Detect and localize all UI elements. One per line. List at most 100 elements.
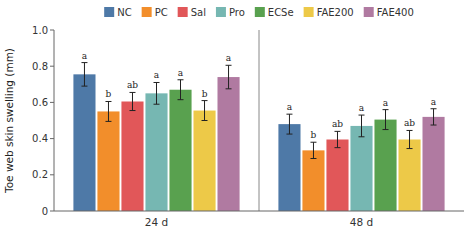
error-cap xyxy=(431,108,437,109)
annotation: ab xyxy=(404,118,415,128)
annotation: a xyxy=(226,53,232,63)
legend-item: PC xyxy=(142,7,168,18)
bar xyxy=(302,150,324,211)
legend-swatch xyxy=(178,7,188,17)
error-bar xyxy=(359,115,365,137)
error-cap xyxy=(334,147,340,148)
error-bar xyxy=(81,63,87,87)
legend-swatch xyxy=(142,7,152,17)
y-tick xyxy=(50,30,54,31)
annotation: a xyxy=(82,51,88,61)
x-tick-label: 24 d xyxy=(145,216,168,228)
annotation: b xyxy=(106,89,112,99)
error-line xyxy=(433,109,434,125)
legend-swatch xyxy=(304,7,314,17)
error-cap xyxy=(105,101,111,102)
annotation: a xyxy=(178,68,184,78)
error-line xyxy=(409,130,410,148)
error-cap xyxy=(81,86,87,87)
y-tick-label: 0.6 xyxy=(32,97,48,108)
error-bar xyxy=(178,80,184,100)
legend-label: FAE200 xyxy=(317,7,354,18)
bar xyxy=(121,101,143,211)
error-cap xyxy=(359,115,365,116)
legend-label: PC xyxy=(155,7,168,18)
error-line xyxy=(108,101,109,121)
error-line xyxy=(204,101,205,121)
error-cap xyxy=(407,148,413,149)
x-tick-label: 48 d xyxy=(350,216,373,228)
y-tick xyxy=(50,211,54,212)
y-tick xyxy=(50,102,54,103)
error-line xyxy=(289,114,290,134)
error-cap xyxy=(310,142,316,143)
bar xyxy=(169,90,191,211)
bar xyxy=(278,124,300,211)
y-axis-label: Toe web skin swelling (mm) xyxy=(3,48,15,194)
bar xyxy=(193,111,215,211)
error-bar xyxy=(407,130,413,148)
annotation: a xyxy=(287,102,293,112)
bar xyxy=(326,140,348,211)
error-bar xyxy=(105,101,111,121)
error-cap xyxy=(286,134,292,135)
legend-label: ECSe xyxy=(268,7,294,18)
annotation: ab xyxy=(332,119,343,129)
error-cap xyxy=(431,125,437,126)
legend-swatch xyxy=(216,7,226,17)
legend-swatch xyxy=(364,7,374,17)
legend-item: ECSe xyxy=(255,7,294,18)
group-separator xyxy=(259,30,260,211)
error-bar xyxy=(202,101,208,121)
error-cap xyxy=(154,82,160,83)
annotation: a xyxy=(431,97,437,107)
bar xyxy=(374,120,396,211)
y-tick-label: 1.0 xyxy=(32,25,48,36)
error-cap xyxy=(178,99,184,100)
error-cap xyxy=(286,114,292,115)
error-cap xyxy=(178,79,184,80)
annotation: a xyxy=(383,98,389,108)
bar xyxy=(350,126,372,211)
y-tick-label: 0.4 xyxy=(32,133,48,144)
annotation: b xyxy=(202,89,208,99)
legend-item: FAE400 xyxy=(364,7,414,18)
annotation: b xyxy=(311,130,317,140)
legend-swatch xyxy=(104,7,114,17)
legend-item: NC xyxy=(104,7,131,18)
error-line xyxy=(361,115,362,137)
bar xyxy=(398,140,420,211)
error-bar xyxy=(129,92,135,110)
error-cap xyxy=(383,129,389,130)
y-tick-label: 0.2 xyxy=(32,169,48,180)
bar xyxy=(217,77,239,211)
error-bar xyxy=(383,110,389,130)
bar xyxy=(73,74,95,211)
y-tick xyxy=(50,138,54,139)
error-bar xyxy=(154,82,160,104)
error-cap xyxy=(129,92,135,93)
bar xyxy=(422,117,444,211)
error-line xyxy=(84,63,85,87)
error-cap xyxy=(105,121,111,122)
legend-item: Pro xyxy=(216,7,245,18)
legend-item: Sal xyxy=(178,7,206,18)
error-line xyxy=(132,92,133,110)
legend-item: FAE200 xyxy=(304,7,354,18)
error-cap xyxy=(202,100,208,101)
annotation: a xyxy=(359,103,365,113)
x-axis xyxy=(54,211,464,212)
error-cap xyxy=(226,88,232,89)
y-tick xyxy=(50,66,54,67)
error-bar xyxy=(334,131,340,147)
legend-label: Pro xyxy=(229,7,245,18)
legend-swatch xyxy=(255,7,265,17)
error-line xyxy=(180,80,181,100)
y-tick xyxy=(50,174,54,175)
y-tick-label: 0 xyxy=(42,206,48,217)
error-cap xyxy=(202,120,208,121)
annotation: ab xyxy=(127,80,138,90)
error-bar xyxy=(286,114,292,134)
error-cap xyxy=(359,136,365,137)
error-bar xyxy=(226,65,232,89)
